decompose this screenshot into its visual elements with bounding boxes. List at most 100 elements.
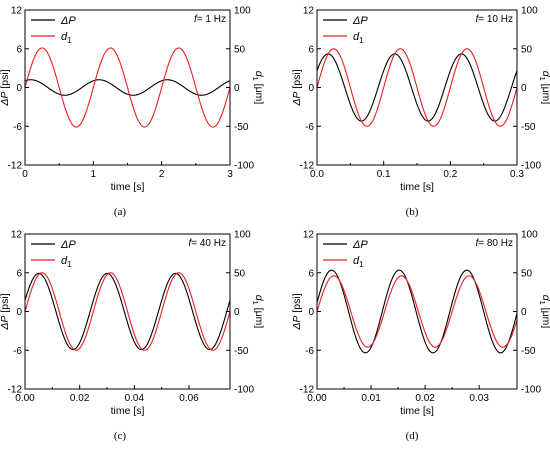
y-right-tick-label: 100 [521,6,538,17]
legend: ΔP d1 [323,239,368,269]
y-right-tick-label: 50 [521,268,533,279]
y-left-tick-label: 0 [308,307,314,318]
frequency-annotation: f= 40 Hz [188,238,226,249]
y-left-tick-label: 6 [16,44,22,55]
chart-panel-2: 0.0 0.1 0.2 0.3 -12 -6 0 6 12 -100 -50 0 50 100 time [… [291,6,550,194]
series-line-displacement [317,275,517,348]
legend-label-displacement: d1 [353,255,364,269]
y-right-tick-label: -100 [234,161,254,172]
y-left-tick-label: -6 [13,122,22,133]
series-line-displacement [25,47,230,128]
y-left-tick-label: 12 [303,230,315,241]
plot-frame [316,233,518,390]
x-axis-label: time [s] [400,405,434,417]
y-right-tick-label: -50 [234,346,249,357]
y-left-axis-label: ΔP [psi] [0,293,11,330]
x-tick-label: 1 [91,169,97,180]
y-left-tick-label: 6 [308,44,314,55]
y-left-tick-label: 6 [16,268,22,279]
x-tick-label: 0.04 [125,393,145,404]
legend-label-pressure: ΔP [60,15,76,27]
x-axis-label: time [s] [111,181,145,193]
x-tick-label: 3 [227,169,233,180]
x-tick-label: 0.00 [15,393,35,404]
legend-label-pressure: ΔP [352,15,368,27]
y-right-tick-label: 0 [234,83,240,94]
x-tick-label: 0.00 [307,393,327,404]
panel-label-b: (b) [405,206,419,218]
y-left-tick-label: 12 [11,6,23,17]
x-tick-label: 0 [22,169,28,180]
y-left-tick-label: -12 [8,385,23,396]
y-left-tick-label: 6 [308,268,314,279]
frequency-annotation: f= 10 Hz [475,14,513,25]
legend-label-pressure: ΔP [352,239,368,251]
y-right-tick-label: 100 [521,230,538,241]
y-right-tick-label: -100 [234,385,254,396]
legend-label-displacement: d1 [61,255,72,269]
x-tick-label: 0.1 [377,169,391,180]
panel-label-a: (a) [113,206,127,218]
y-left-tick-label: -6 [305,122,314,133]
x-tick-label: 0.03 [469,393,489,404]
y-left-axis-label: ΔP [psi] [0,69,11,106]
panel-label-c: (c) [113,430,127,442]
frequency-annotation: f= 1 Hz [194,14,226,25]
x-tick-label: 2 [159,169,165,180]
y-left-tick-label: 12 [303,6,315,17]
x-tick-label: 0.02 [415,393,435,404]
legend: ΔP d1 [31,239,76,269]
y-right-axis-label: d1 [μm] [538,295,550,329]
series-line-pressure [317,53,517,122]
y-left-tick-label: -12 [300,385,315,396]
y-right-axis-label: d1 [μm] [251,71,265,105]
y-right-tick-label: -50 [234,122,249,133]
x-axis-label: time [s] [111,405,145,417]
y-right-tick-label: -50 [521,346,536,357]
legend-label-pressure: ΔP [60,239,76,251]
y-right-axis-label: d1 [μm] [251,295,265,329]
chart-panel-4: 0.00 0.01 0.02 0.03 -12 -6 0 6 12 -100 -50 0 50 100 ti… [291,230,550,418]
y-left-tick-label: -12 [8,161,23,172]
y-left-axis-label: ΔP [psi] [291,69,303,106]
y-left-tick-label: 0 [16,307,22,318]
y-right-tick-label: 50 [521,44,533,55]
x-tick-label: 0.3 [510,169,524,180]
x-axis-label: time [s] [400,181,434,193]
y-right-tick-label: 50 [234,44,246,55]
series-line-pressure [317,269,517,354]
panel-label-d: (d) [405,430,419,442]
y-right-axis-label: d1 [μm] [538,71,550,105]
series-line-displacement [25,272,230,351]
x-tick-label: 0.0 [310,169,324,180]
y-right-tick-label: 0 [521,83,527,94]
y-left-tick-label: -6 [13,346,22,357]
y-left-tick-label: 12 [11,230,23,241]
frequency-annotation: f= 80 Hz [475,238,513,249]
y-right-tick-label: 0 [234,307,240,318]
y-left-tick-label: -6 [305,346,314,357]
y-right-tick-label: 50 [234,268,246,279]
y-right-tick-label: 0 [521,307,527,318]
x-tick-label: 0.01 [361,393,381,404]
chart-panel-3: 0.00 0.02 0.04 0.06 -12 -6 0 6 12 -100 -50 0 50 100 ti… [0,230,265,418]
y-right-tick-label: -100 [521,385,541,396]
y-left-axis-label: ΔP [psi] [291,293,303,330]
legend: ΔP d1 [31,15,76,45]
legend: ΔP d1 [323,15,368,45]
x-tick-label: 0.2 [443,169,457,180]
y-right-tick-label: -50 [521,122,536,133]
y-left-tick-label: -12 [300,161,315,172]
series-line-pressure [25,272,230,351]
legend-label-displacement: d1 [353,31,364,45]
y-right-tick-label: 100 [234,6,251,17]
x-tick-label: 0.02 [70,393,90,404]
y-left-tick-label: 0 [16,83,22,94]
y-left-tick-label: 0 [308,83,314,94]
x-tick-label: 0.06 [179,393,199,404]
series-line-pressure [25,79,230,96]
y-right-tick-label: -100 [521,161,541,172]
series-line-displacement [317,48,517,127]
